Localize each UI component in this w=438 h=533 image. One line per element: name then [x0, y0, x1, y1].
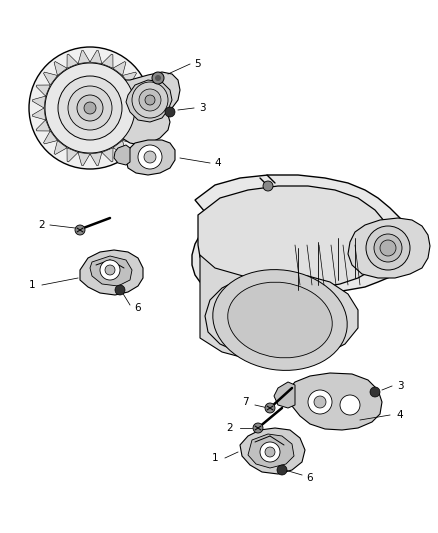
Circle shape [29, 47, 151, 169]
Circle shape [313, 396, 325, 408]
Circle shape [265, 447, 274, 457]
Polygon shape [130, 85, 144, 96]
Text: 6: 6 [306, 473, 313, 483]
Polygon shape [78, 152, 90, 166]
Circle shape [132, 82, 168, 118]
Text: 5: 5 [194, 59, 201, 69]
Text: 1: 1 [28, 280, 35, 290]
Circle shape [339, 395, 359, 415]
Polygon shape [347, 218, 429, 278]
Polygon shape [134, 108, 147, 120]
Circle shape [262, 181, 272, 191]
Circle shape [265, 403, 274, 413]
Text: 4: 4 [214, 158, 221, 168]
Ellipse shape [227, 282, 332, 358]
Polygon shape [113, 61, 126, 76]
Polygon shape [67, 148, 78, 162]
Polygon shape [122, 72, 136, 85]
Polygon shape [134, 96, 147, 108]
Polygon shape [118, 72, 180, 145]
Polygon shape [198, 186, 389, 290]
Text: 7: 7 [241, 397, 248, 407]
Polygon shape [102, 54, 113, 68]
Text: 3: 3 [396, 381, 403, 391]
Text: 2: 2 [226, 423, 233, 433]
Circle shape [115, 285, 125, 295]
Polygon shape [126, 80, 172, 122]
Circle shape [77, 95, 103, 121]
Circle shape [45, 63, 135, 153]
Polygon shape [54, 61, 67, 76]
Polygon shape [114, 145, 130, 165]
Polygon shape [200, 255, 357, 362]
Polygon shape [122, 131, 136, 144]
Polygon shape [80, 250, 143, 295]
Circle shape [75, 225, 85, 235]
Circle shape [84, 102, 96, 114]
Circle shape [276, 465, 286, 475]
Polygon shape [130, 120, 144, 131]
Ellipse shape [212, 270, 346, 370]
Text: 4: 4 [396, 410, 403, 420]
Circle shape [105, 265, 115, 275]
Polygon shape [78, 51, 90, 63]
Circle shape [68, 86, 112, 130]
Polygon shape [90, 256, 132, 286]
Polygon shape [273, 382, 294, 408]
Polygon shape [54, 141, 67, 155]
Polygon shape [43, 72, 57, 85]
Circle shape [252, 423, 262, 433]
Polygon shape [247, 434, 293, 468]
Polygon shape [287, 373, 381, 430]
Text: 3: 3 [198, 103, 205, 113]
Circle shape [155, 75, 161, 81]
Polygon shape [113, 141, 126, 155]
Polygon shape [67, 54, 78, 68]
Polygon shape [32, 108, 46, 120]
Circle shape [144, 151, 155, 163]
Polygon shape [36, 85, 50, 96]
Polygon shape [102, 148, 113, 162]
Text: 1: 1 [211, 453, 218, 463]
Text: 6: 6 [134, 303, 141, 313]
Polygon shape [43, 131, 57, 144]
Polygon shape [32, 96, 46, 108]
Circle shape [145, 95, 155, 105]
Circle shape [365, 226, 409, 270]
Circle shape [139, 89, 161, 111]
Circle shape [259, 442, 279, 462]
Circle shape [373, 234, 401, 262]
Circle shape [165, 107, 175, 117]
Circle shape [369, 387, 379, 397]
Circle shape [307, 390, 331, 414]
Circle shape [100, 260, 120, 280]
Circle shape [379, 240, 395, 256]
Text: 2: 2 [39, 220, 45, 230]
Circle shape [58, 76, 122, 140]
Polygon shape [191, 175, 411, 298]
Polygon shape [90, 51, 102, 63]
Circle shape [138, 145, 162, 169]
Polygon shape [90, 152, 102, 166]
Polygon shape [240, 428, 304, 474]
Polygon shape [126, 140, 175, 175]
Circle shape [152, 72, 164, 84]
Polygon shape [36, 120, 50, 131]
